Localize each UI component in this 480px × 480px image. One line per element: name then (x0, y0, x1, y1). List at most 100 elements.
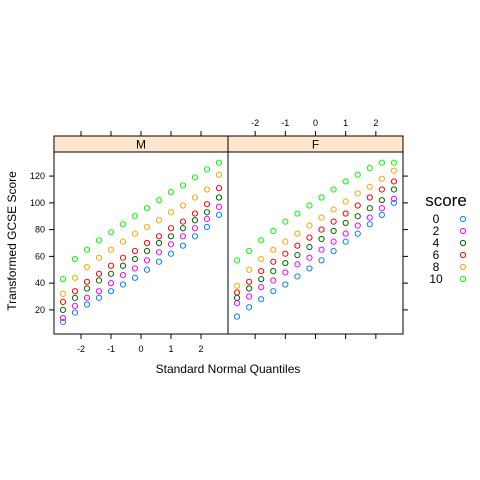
panel-f-point-score-10 (294, 210, 301, 217)
panel-m-point-score-6 (59, 298, 67, 305)
panel-f-point-score-8 (366, 183, 373, 190)
panel-f-point-score-2 (318, 246, 325, 253)
panel-f-point-score-0 (330, 247, 337, 255)
legend-marker-6 (459, 251, 467, 259)
panel-m-point-score-2 (167, 241, 175, 248)
panel-m-x-tick-label: 1 (168, 344, 173, 354)
panel-f-point-score-10 (318, 194, 325, 201)
panel-m-point-score-0 (131, 274, 139, 281)
legend-marker-8 (459, 263, 467, 271)
panel-m-point-score-2 (191, 225, 199, 232)
panel-m-point-score-0 (95, 294, 103, 301)
panel-m-point-score-8 (83, 263, 91, 271)
panel-m-point-score-0 (155, 258, 163, 265)
panel-m-point-score-4 (191, 217, 199, 224)
panel-f-point-score-6 (233, 289, 241, 296)
panel-f-point-score-4 (318, 235, 325, 243)
panel-m-point-score-8 (59, 290, 67, 297)
panel-m-point-score-6 (215, 185, 223, 192)
panel-f-point-score-0 (294, 273, 301, 280)
panel-m-point-score-10 (179, 182, 187, 189)
panel-m-point-score-6 (95, 270, 103, 277)
panel-m-point-score-4 (179, 225, 187, 232)
panel-m-point-score-4 (59, 306, 67, 314)
panel-f-point-score-10 (354, 171, 361, 178)
panel-m-y-tick-label: 40 (35, 278, 45, 288)
panel-m-point-score-10 (71, 255, 79, 263)
panel-f-point-score-4 (294, 251, 301, 259)
panel-f-point-score-4 (306, 243, 313, 251)
panel-f-x-tick-label: -1 (281, 118, 289, 128)
panel-f-point-score-6 (330, 218, 337, 225)
legend-label-2: 2 (433, 224, 440, 238)
panel-m-point-score-2 (83, 294, 91, 301)
panel-m-point-score-6 (203, 201, 211, 208)
panel-m-point-score-0 (215, 211, 223, 218)
legend-title: score (425, 191, 467, 210)
panel-f-point-score-8 (390, 167, 398, 174)
panel-f-point-score-6 (354, 202, 361, 209)
panel-m-point-score-8 (143, 223, 151, 231)
panel-f-point-score-8 (378, 175, 385, 182)
panel-m-point-score-6 (83, 278, 91, 285)
panel-m-point-score-0 (191, 233, 199, 240)
panel-f-point-score-8 (318, 214, 325, 221)
panels-layer: M -2 -1 0 1 2 20 40 60 80 100 120 F -2 -1 0 1 2 (30, 118, 408, 354)
legend-marker-0 (459, 215, 467, 223)
panel-f-point-score-10 (233, 257, 241, 264)
panel-f-point-score-10 (378, 159, 385, 166)
panel-m-y-tick-label: 100 (30, 198, 45, 208)
panel-f-point-score-4 (354, 213, 361, 220)
panel-m-point-score-0 (143, 266, 151, 273)
panel-m-point-score-10 (203, 166, 211, 173)
panel-m-point-score-0 (83, 301, 91, 308)
panel-m-point-score-0 (119, 281, 127, 288)
panel-f-point-score-2 (258, 284, 265, 291)
panel-f-point-score-6 (258, 268, 265, 275)
panel-m-point-score-2 (95, 288, 103, 295)
panel-f-point-score-4 (342, 219, 349, 227)
panel-f-point-score-0 (354, 230, 361, 237)
panel-f-x-tick-label: 0 (313, 118, 318, 128)
panel-f-point-score-2 (233, 300, 241, 307)
panel-m-point-score-10 (119, 221, 127, 228)
panel-f-point-score-6 (306, 234, 313, 241)
panel-f-point-score-0 (282, 281, 289, 288)
panel-f-point-score-4 (366, 205, 373, 212)
panel-m-point-score-6 (119, 254, 127, 261)
panel-f-point-score-4 (282, 259, 289, 267)
panel-f-point-score-4 (390, 186, 398, 193)
panel-m-point-score-0 (71, 309, 79, 316)
panel-f-point-score-2 (342, 230, 349, 237)
panel-f-point-score-8 (330, 206, 337, 213)
panel-m-point-score-8 (95, 254, 103, 261)
panel-f-point-score-8 (342, 198, 349, 205)
panel-f-point-score-10 (246, 247, 253, 255)
panel-m-point-score-10 (107, 229, 115, 236)
panel-m-point-score-8 (107, 246, 115, 253)
panel-m-point-score-2 (107, 280, 115, 287)
panel-m-point-score-4 (215, 194, 223, 201)
panel-f-point-score-0 (246, 304, 253, 311)
panel-m-point-score-2 (155, 249, 163, 256)
panel-m-point-score-2 (203, 215, 211, 223)
panel-f-point-score-0 (270, 288, 277, 295)
panel-m-point-score-8 (71, 274, 79, 281)
panel-m-point-score-2 (179, 233, 187, 240)
panel-m-point-score-8 (119, 238, 127, 245)
panel-m-point-score-10 (155, 197, 163, 204)
panel-m-point-score-10 (83, 246, 91, 253)
panel-m-strip-label: M (136, 138, 146, 152)
panel-m-point-score-0 (167, 250, 175, 257)
panel-f-point-score-6 (378, 186, 385, 193)
panel-m-x-tick-label: -1 (107, 344, 115, 354)
panel-f-point-score-6 (390, 178, 398, 185)
panel-f-point-score-10 (282, 218, 289, 225)
panel-m-point-score-6 (71, 288, 79, 295)
panel-m-point-score-0 (203, 223, 211, 231)
x-axis-title: Standard Normal Quantiles (156, 362, 301, 376)
panel-m-point-score-6 (107, 262, 115, 269)
panel-m-point-score-4 (83, 285, 91, 292)
panel-f-point-score-6 (366, 194, 373, 201)
panel-m-point-score-2 (59, 314, 67, 322)
